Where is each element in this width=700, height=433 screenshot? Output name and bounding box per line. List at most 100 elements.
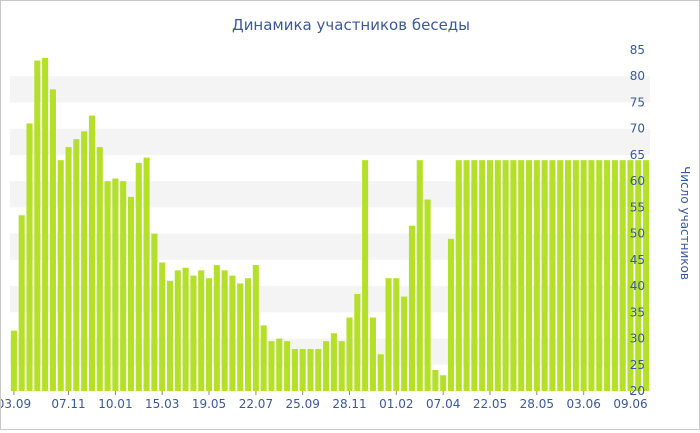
y-tick-label: 65 — [630, 148, 645, 162]
y-axis-ticks: 20 25 30 35 40 45 50 55 60 65 70 75 80 85 — [630, 43, 645, 398]
bar — [151, 233, 158, 391]
x-tick-label: 01.02 — [379, 397, 413, 411]
bar — [479, 160, 486, 391]
bar — [96, 147, 103, 391]
bar — [619, 160, 626, 391]
y-axis-label: Число участников — [678, 166, 692, 280]
x-tick-label: 03.09 — [1, 397, 31, 411]
bar — [424, 199, 431, 391]
bar — [338, 341, 345, 391]
bar — [34, 60, 41, 392]
bar — [385, 278, 392, 391]
bar — [221, 270, 228, 391]
bar — [120, 181, 127, 391]
bar — [580, 160, 587, 391]
bar — [525, 160, 533, 391]
bar — [596, 160, 603, 391]
x-tick-label: 28.05 — [520, 397, 554, 411]
bar — [572, 160, 579, 391]
grid-band — [10, 76, 650, 103]
grid-band — [10, 128, 650, 155]
bar — [276, 338, 283, 391]
bar — [229, 275, 236, 391]
x-tick-label: 09.06 — [613, 397, 647, 411]
bar — [408, 225, 415, 391]
bar — [252, 265, 259, 391]
y-tick-label: 70 — [630, 122, 645, 136]
x-tick-label: 25.09 — [286, 397, 320, 411]
bar — [541, 160, 548, 391]
bar — [486, 160, 494, 391]
x-tick-label: 03.06 — [567, 397, 601, 411]
x-tick-label: 22.07 — [239, 397, 273, 411]
bar — [588, 160, 595, 391]
bar — [510, 160, 517, 391]
bar-series — [10, 57, 650, 392]
bar — [245, 278, 252, 391]
bar — [635, 160, 642, 391]
x-tick-label: 22.05 — [473, 397, 507, 411]
bar — [401, 296, 408, 391]
bar — [315, 349, 322, 391]
bar — [323, 341, 330, 391]
bar — [455, 160, 462, 391]
x-tick-label: 07.04 — [426, 397, 460, 411]
bar — [159, 262, 166, 391]
bar — [104, 181, 111, 391]
bar — [260, 325, 267, 391]
bar — [471, 160, 478, 391]
bar — [346, 317, 353, 391]
bar — [432, 370, 439, 391]
bar — [10, 330, 17, 391]
x-tick-label: 10.01 — [98, 397, 132, 411]
bar — [205, 278, 213, 391]
bar — [198, 270, 205, 391]
bar — [213, 265, 220, 391]
bar — [112, 178, 119, 391]
bar — [549, 160, 556, 391]
bar — [447, 238, 455, 391]
bar — [65, 147, 72, 391]
bar — [237, 283, 244, 391]
bar — [127, 196, 135, 391]
x-tick-label: 19.05 — [192, 397, 226, 411]
bar — [88, 115, 95, 391]
bar — [533, 160, 540, 391]
bar — [611, 160, 618, 391]
bar — [299, 349, 306, 391]
y-tick-label: 55 — [630, 200, 645, 214]
y-tick-label: 50 — [630, 227, 645, 241]
bar — [604, 160, 611, 391]
chart-title: Динамика участников беседы — [232, 16, 470, 34]
bar — [565, 160, 572, 391]
bar — [502, 160, 509, 391]
bar — [190, 275, 197, 391]
bar — [135, 162, 142, 391]
y-tick-label: 80 — [630, 69, 645, 83]
bar — [518, 160, 525, 391]
bar — [416, 160, 423, 391]
bar — [18, 215, 25, 391]
bar — [377, 354, 384, 391]
bar — [291, 349, 298, 391]
y-tick-label: 25 — [630, 358, 645, 372]
y-tick-label: 85 — [630, 43, 645, 57]
bar — [42, 57, 49, 392]
bar — [268, 341, 275, 391]
y-tick-label: 35 — [630, 305, 645, 319]
bar — [494, 160, 501, 391]
bar — [166, 280, 174, 391]
bar — [182, 267, 189, 391]
x-axis-ticks: 03.09 07.11 10.01 15.03 19.05 22.07 25.09 28.11… — [0, 391, 648, 411]
bar — [307, 349, 314, 391]
bar — [440, 375, 447, 391]
x-tick-label: 07.11 — [51, 397, 85, 411]
y-tick-label: 20 — [630, 384, 645, 398]
x-tick-label: 28.11 — [332, 397, 366, 411]
y-tick-label: 60 — [630, 174, 645, 188]
y-tick-label: 40 — [630, 279, 645, 293]
bar — [73, 139, 80, 391]
x-tick-label: 15.03 — [145, 397, 179, 411]
y-tick-label: 45 — [630, 253, 645, 267]
